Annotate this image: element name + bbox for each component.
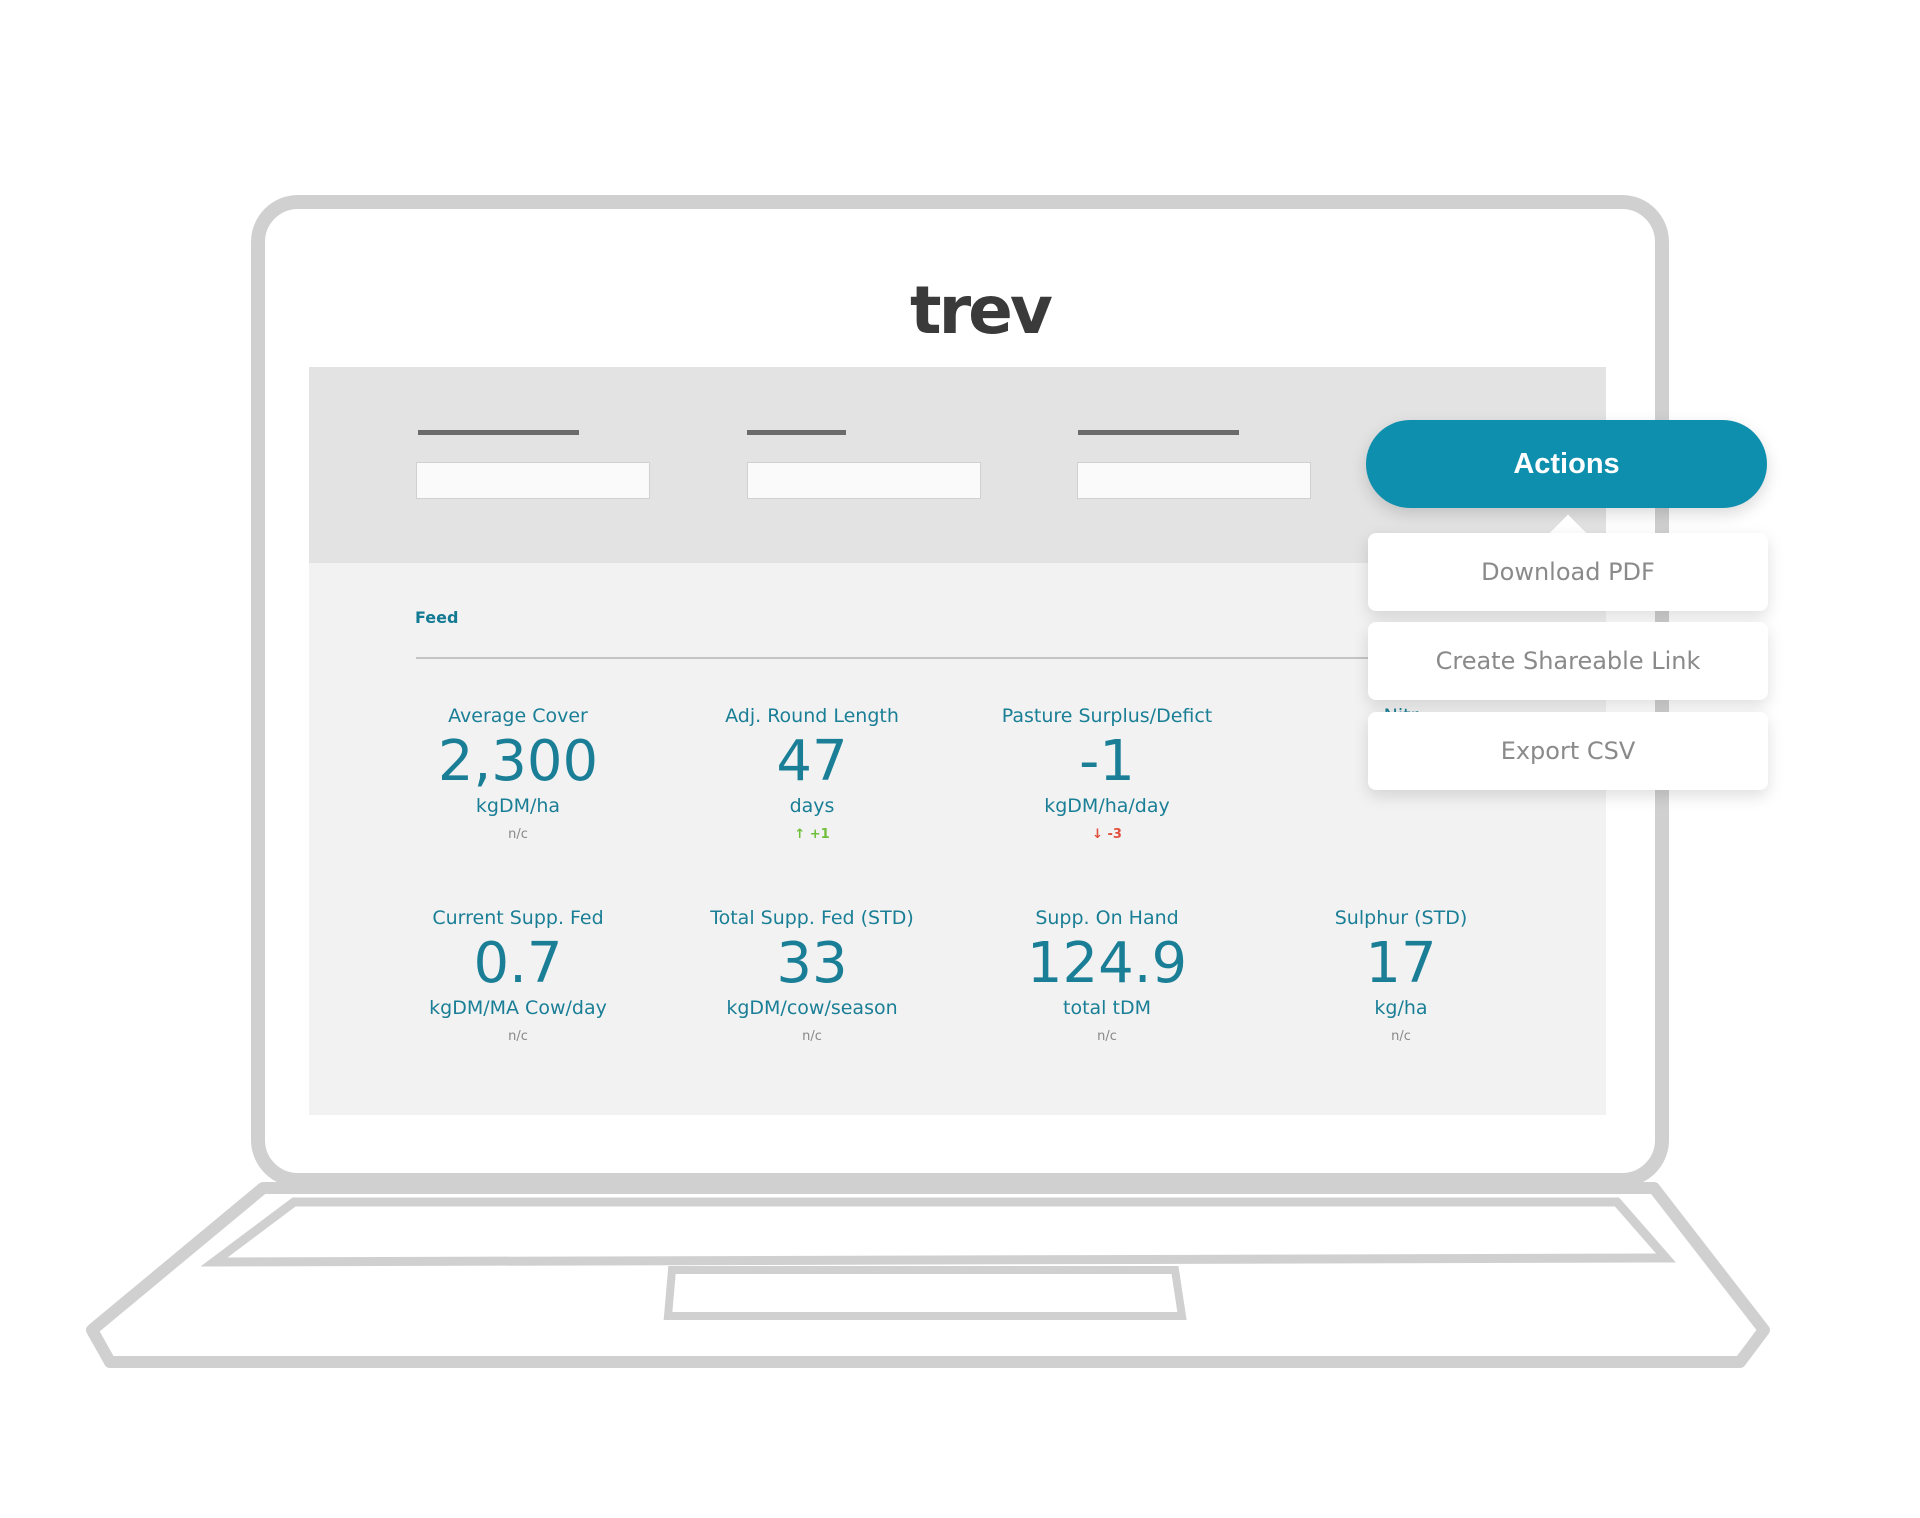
trev-logo: trev xyxy=(910,272,1053,349)
metric-change-value: n/c xyxy=(802,1029,822,1044)
actions-button[interactable]: Actions xyxy=(1366,420,1767,508)
menu-item-download-pdf[interactable]: Download PDF xyxy=(1368,533,1768,611)
metric-change-value: n/c xyxy=(508,827,528,842)
metric-card: Supp. On Hand 124.9 total tDM n/c xyxy=(977,907,1237,1047)
metric-unit: kg/ha xyxy=(1374,997,1428,1019)
metric-change: n/c xyxy=(1271,1029,1531,1047)
metric-unit: kgDM/MA Cow/day xyxy=(429,997,607,1019)
metric-label: Average Cover xyxy=(448,705,588,727)
metric-change: n/c xyxy=(388,1029,648,1047)
laptop-base xyxy=(86,1182,1770,1368)
filter-label-placeholder xyxy=(747,430,846,435)
metric-label: Sulphur (STD) xyxy=(1334,907,1468,929)
metric-label: Pasture Surplus/Defict xyxy=(1001,705,1213,727)
metric-value: 47 xyxy=(776,729,848,794)
metric-value: 2,300 xyxy=(437,729,599,794)
metric-label: Supp. On Hand xyxy=(1035,907,1179,929)
metric-change: n/c xyxy=(388,827,648,845)
metric-change: ↑ +1 xyxy=(682,827,942,845)
metric-change-value: +1 xyxy=(809,827,830,842)
filter-input-1[interactable] xyxy=(416,462,650,499)
metric-card: Pasture Surplus/Defict -1 kgDM/ha/day ↓ -3 xyxy=(977,705,1237,845)
filter-input-2[interactable] xyxy=(747,462,981,499)
metric-card: Average Cover 2,300 kgDM/ha n/c xyxy=(388,705,648,845)
metric-unit: kgDM/cow/season xyxy=(726,997,898,1019)
filter-input-3[interactable] xyxy=(1077,462,1311,499)
metric-unit: kgDM/ha xyxy=(475,795,561,817)
metric-change-value: -3 xyxy=(1107,827,1122,842)
metric-change-value: n/c xyxy=(508,1029,528,1044)
metric-value: 124.9 xyxy=(1026,931,1188,996)
metric-change: ↓ -3 xyxy=(977,827,1237,845)
divider xyxy=(416,657,1586,659)
metric-change: n/c xyxy=(977,1029,1237,1047)
metric-unit: total tDM xyxy=(1063,997,1151,1019)
metric-value: 17 xyxy=(1365,931,1437,996)
metric-change-value: n/c xyxy=(1097,1029,1117,1044)
metric-value: -1 xyxy=(1079,729,1135,794)
trend-down-arrow-icon: ↓ xyxy=(1092,827,1108,842)
filter-label-placeholder xyxy=(418,430,579,435)
trend-up-arrow-icon: ↑ xyxy=(794,827,810,842)
metric-change: n/c xyxy=(682,1029,942,1047)
laptop-keyboard-area xyxy=(200,1197,1676,1267)
menu-item-create-shareable-link[interactable]: Create Shareable Link xyxy=(1368,622,1768,700)
metric-value: 0.7 xyxy=(473,931,563,996)
filter-label-placeholder xyxy=(1078,430,1239,435)
metric-card: Sulphur (STD) 17 kg/ha n/c xyxy=(1271,907,1531,1047)
metric-card: Adj. Round Length 47 days ↑ +1 xyxy=(682,705,942,845)
metric-label: Total Supp. Fed (STD) xyxy=(710,907,914,929)
metric-unit: kgDM/ha/day xyxy=(1044,795,1170,817)
metric-unit: days xyxy=(789,795,835,817)
metric-card: Current Supp. Fed 0.7 kgDM/MA Cow/day n/c xyxy=(388,907,648,1047)
menu-item-export-csv[interactable]: Export CSV xyxy=(1368,712,1768,790)
metric-label: Adj. Round Length xyxy=(725,705,899,727)
metric-card: Total Supp. Fed (STD) 33 kgDM/cow/season n/… xyxy=(682,907,942,1047)
metric-change-value: n/c xyxy=(1391,1029,1411,1044)
metric-value: 33 xyxy=(776,931,848,996)
section-title: Feed xyxy=(415,608,459,627)
laptop-trackpad xyxy=(663,1266,1187,1320)
metric-label: Current Supp. Fed xyxy=(432,907,604,929)
